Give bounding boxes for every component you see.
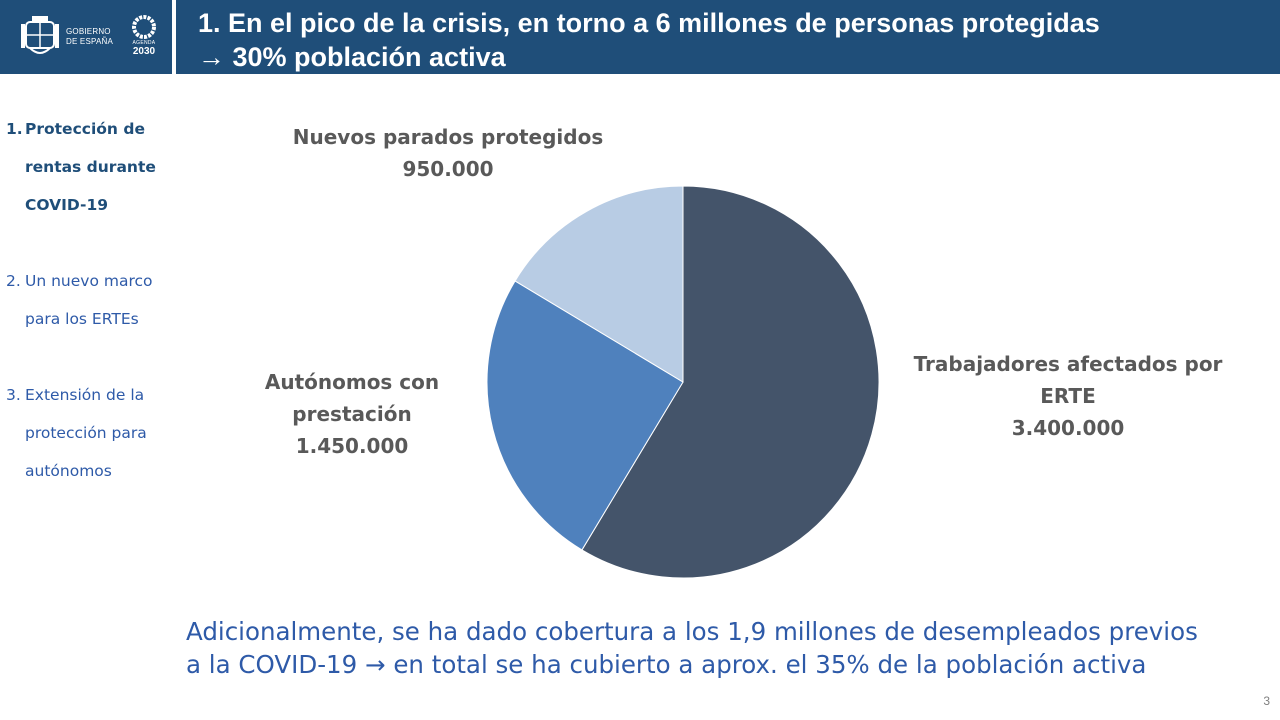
government-logo-panel: GOBIERNO DE ESPAÑA AGENDA 2030 [0,0,172,74]
pie-slice-autonomos [486,280,684,551]
slice-label-erte: Trabajadores afectados por ERTE 3.400.00… [913,352,1223,440]
slice-label-nuevos-parados: Nuevos parados protegidos 950.000 [292,125,604,181]
agenda-ring-icon [132,15,156,39]
page-title: 1. En el pico de la crisis, en torno a 6… [198,8,1100,72]
slice-label-autonomos: Autónomos con prestación 1.450.000 [264,370,440,458]
pie-slice-nuevos-parados [514,185,684,383]
footnote-text: Adicionalmente, se ha dado cobertura a l… [186,617,1198,679]
coat-of-arms-icon [21,16,59,54]
page-number: 3 [1263,694,1270,708]
pie-slice-erte [581,185,880,579]
title-bar [176,0,1280,74]
gobierno-de-espana-label: GOBIERNO DE ESPAÑA [66,27,113,46]
agenda-2030-logo: AGENDA 2030 [127,14,161,62]
